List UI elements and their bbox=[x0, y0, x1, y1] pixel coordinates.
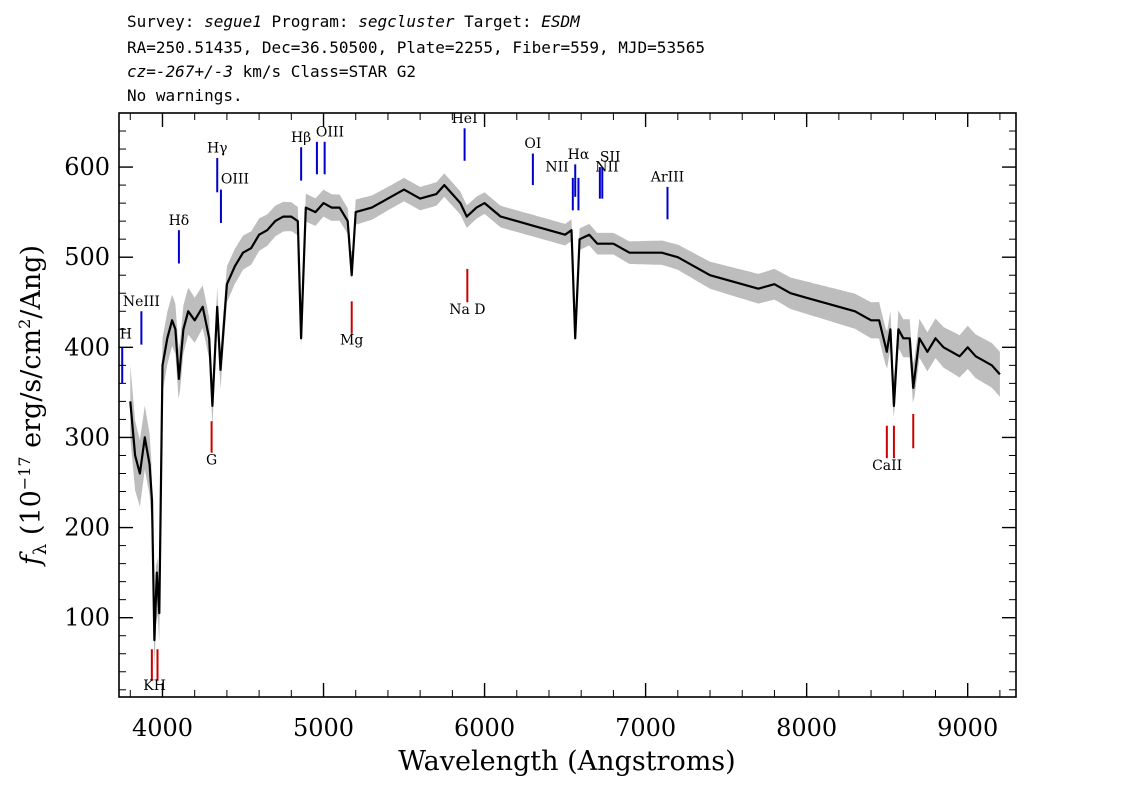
label-mg: Mg bbox=[340, 333, 363, 349]
target-label: Target: bbox=[454, 12, 542, 31]
y-tick-label-1: 200 bbox=[64, 514, 110, 542]
label-hei: HeI bbox=[452, 111, 478, 127]
flux-series-line bbox=[129, 184, 1001, 642]
x-tick-label-4: 8000 bbox=[776, 714, 837, 742]
y-tick-label-4: 500 bbox=[64, 243, 110, 271]
label-nii-right: NII bbox=[595, 160, 618, 176]
header-line-1: Survey: segue1 Program: segcluster Targe… bbox=[127, 12, 580, 32]
x-tick-label-2: 6000 bbox=[454, 714, 515, 742]
label-halpha: Hα bbox=[568, 147, 590, 163]
label-neiii: NeIII bbox=[123, 294, 160, 310]
program-label: Program: bbox=[261, 12, 359, 31]
label-nii-left: NII bbox=[545, 160, 568, 176]
ticks-layer: 4000 5000 6000 7000 8000 9000 100 200 300 400 500 6… bbox=[64, 112, 1016, 742]
flux-layer bbox=[129, 184, 1001, 642]
label-hdelta: Hδ bbox=[169, 213, 190, 229]
label-hgamma: Hγ bbox=[207, 141, 228, 157]
label-h: H bbox=[120, 326, 132, 342]
label-g: G bbox=[206, 452, 217, 468]
header-line-2: RA=250.51435, Dec=36.50500, Plate=2255, … bbox=[127, 38, 705, 57]
cz-value: -267+/-3 bbox=[155, 62, 233, 81]
label-sii: SII bbox=[600, 150, 621, 166]
x-axis-label: Wavelength (Angstroms) bbox=[398, 746, 735, 777]
y-tick-label-5: 600 bbox=[64, 153, 110, 181]
x-tick-label-5: 9000 bbox=[937, 714, 998, 742]
label-nad: Na D bbox=[449, 302, 485, 318]
header-line-3: cz=-267+/-3 km/s Class=STAR G2 bbox=[127, 62, 416, 82]
label-kh: KH bbox=[143, 678, 166, 694]
header-line-4: No warnings. bbox=[127, 86, 243, 105]
survey-value: segue1 bbox=[204, 12, 262, 31]
target-value: ESDM bbox=[541, 12, 580, 31]
y-tick-label-2: 300 bbox=[64, 423, 110, 451]
y-tick-label-3: 400 bbox=[64, 333, 110, 361]
label-caii: CaII bbox=[872, 458, 902, 474]
x-tick-label-1: 5000 bbox=[293, 714, 354, 742]
error-envelope bbox=[130, 173, 1000, 670]
survey-label: Survey: bbox=[127, 12, 205, 31]
error-envelope-layer bbox=[130, 173, 1000, 670]
y-tick-label-0: 100 bbox=[64, 604, 110, 632]
class-text: km/s Class=STAR G2 bbox=[232, 62, 416, 81]
program-value: segcluster bbox=[358, 12, 455, 31]
x-tick-label-3: 7000 bbox=[615, 714, 676, 742]
label-oiii-4363: OIII bbox=[221, 171, 249, 187]
label-hbeta: Hβ bbox=[291, 130, 311, 146]
plot-frame bbox=[118, 112, 1017, 698]
label-ariii: ArIII bbox=[650, 169, 684, 185]
cz-label: cz= bbox=[127, 62, 156, 81]
label-oi: OI bbox=[524, 136, 541, 152]
label-oiii-5007: OIII bbox=[316, 124, 344, 140]
x-tick-label-0: 4000 bbox=[132, 714, 193, 742]
y-axis-label: fλ (10−17 erg/s/cm2/Ang) bbox=[15, 245, 51, 567]
